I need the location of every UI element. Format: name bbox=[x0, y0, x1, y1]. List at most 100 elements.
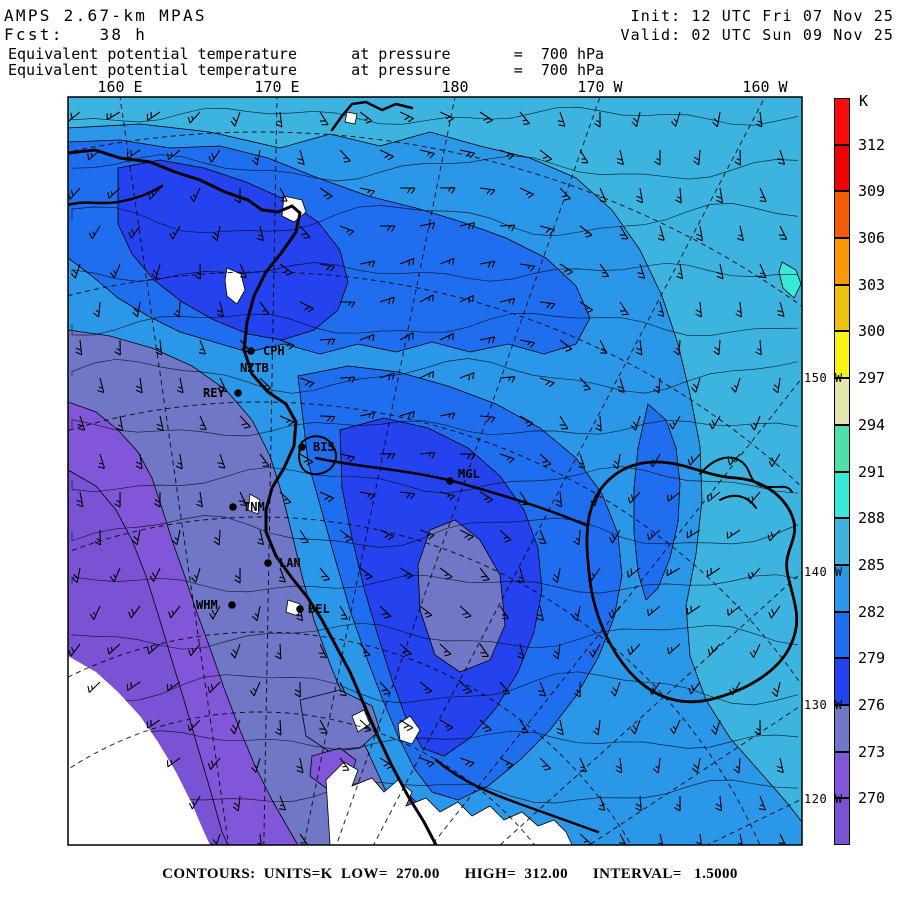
wind-barb-glyph bbox=[146, 719, 161, 729]
wind-barb bbox=[156, 415, 164, 432]
wind-barb-glyph bbox=[399, 719, 414, 732]
wind-barb-glyph bbox=[499, 757, 514, 769]
wind-barb-glyph bbox=[87, 681, 101, 693]
wind-barb bbox=[630, 719, 641, 735]
wind-barb bbox=[755, 111, 763, 128]
wind-barb-glyph bbox=[499, 681, 511, 695]
wind-barb bbox=[359, 111, 373, 124]
wind-barb bbox=[399, 187, 416, 194]
wind-barb bbox=[696, 225, 704, 242]
contour-line bbox=[71, 515, 799, 548]
wind-barb-glyph bbox=[419, 605, 433, 618]
wind-barb bbox=[166, 681, 181, 692]
wind-barb-glyph bbox=[715, 795, 723, 812]
wind-barb-glyph bbox=[768, 453, 781, 467]
graticule-meridian bbox=[499, 571, 802, 845]
colorbar-tick-306: 306 bbox=[858, 229, 886, 248]
colorbar-tick-303: 303 bbox=[858, 275, 886, 294]
wind-barb-glyph bbox=[199, 339, 207, 355]
wind-barb-glyph bbox=[399, 187, 416, 194]
wind-barb-glyph bbox=[419, 294, 434, 303]
wind-barb bbox=[670, 111, 681, 127]
wind-barb bbox=[439, 257, 455, 265]
wind-barb bbox=[319, 719, 328, 734]
wind-barb bbox=[106, 111, 121, 121]
colorbar-tick-288: 288 bbox=[858, 509, 886, 528]
wind-barb-glyph bbox=[359, 643, 371, 657]
wind-barb-glyph bbox=[98, 453, 106, 469]
station-label: CPH bbox=[263, 344, 285, 358]
wind-barb-glyph bbox=[319, 263, 336, 272]
wind-barb-glyph bbox=[319, 111, 329, 126]
wind-barb-glyph bbox=[559, 415, 569, 430]
wind-barb bbox=[716, 263, 724, 280]
wind-barb bbox=[299, 377, 315, 388]
wind-barb bbox=[109, 567, 121, 583]
wind-barb bbox=[459, 149, 476, 159]
wind-barb-glyph bbox=[615, 757, 623, 774]
wind-barb-glyph bbox=[379, 452, 396, 460]
wind-barb-glyph bbox=[627, 491, 641, 504]
wind-barb-glyph bbox=[579, 757, 587, 773]
wind-barb bbox=[196, 491, 203, 508]
graticule-parallel bbox=[68, 711, 536, 845]
wind-barb-glyph bbox=[519, 719, 529, 734]
wind-barb bbox=[755, 339, 762, 356]
wind-barb bbox=[594, 111, 601, 128]
theta-fill-273-276-island bbox=[417, 519, 506, 673]
map-layers: CPH NZTB REY BIS TNM LAN WHM BEL MGL bbox=[68, 97, 802, 845]
wind-barb bbox=[419, 681, 433, 694]
wind-barb-glyph bbox=[735, 301, 742, 318]
station-label: BEL bbox=[308, 602, 330, 616]
wind-barb bbox=[708, 415, 721, 430]
wind-barb bbox=[98, 453, 106, 469]
wind-barb bbox=[579, 301, 593, 314]
wind-barb-glyph bbox=[359, 719, 372, 733]
wind-barb-glyph bbox=[737, 225, 744, 242]
wind-barb-glyph bbox=[627, 567, 641, 578]
station-label: BIS bbox=[313, 440, 335, 454]
contour-lines bbox=[71, 106, 799, 804]
colorbar-cell bbox=[834, 471, 850, 519]
wind-barb-glyph bbox=[171, 529, 181, 546]
wind-barb-glyph bbox=[479, 111, 493, 124]
wind-barb-glyph bbox=[707, 491, 721, 502]
wind-barb bbox=[126, 681, 141, 691]
wind-barb bbox=[339, 225, 355, 236]
wind-barb bbox=[459, 529, 474, 541]
wind-barb-glyph bbox=[249, 681, 261, 697]
wind-barb bbox=[439, 567, 453, 580]
wind-barb-glyph bbox=[318, 643, 327, 659]
wind-barb bbox=[339, 453, 356, 463]
wind-barb bbox=[592, 719, 601, 736]
colorbar-tick-294: 294 bbox=[858, 415, 886, 434]
wind-barb bbox=[538, 681, 547, 697]
wind-barb bbox=[599, 339, 608, 354]
colorbar-cell bbox=[834, 238, 850, 285]
wind-barb bbox=[687, 453, 701, 466]
wind-barb bbox=[75, 339, 83, 356]
colorbar-tick-309: 309 bbox=[858, 182, 886, 201]
wind-barb-glyph bbox=[608, 605, 621, 619]
wind-barb-glyph bbox=[169, 225, 181, 240]
station-dot bbox=[298, 443, 306, 451]
wind-barb bbox=[669, 719, 681, 735]
wind-barb-glyph bbox=[592, 719, 601, 736]
wind-barb bbox=[768, 453, 781, 467]
wind-barb-glyph bbox=[319, 491, 334, 503]
station-dot bbox=[228, 601, 236, 609]
station-dot bbox=[234, 389, 242, 397]
wind-barb-glyph bbox=[687, 453, 701, 466]
wind-barb-glyph bbox=[339, 453, 356, 463]
wind-barb-glyph bbox=[154, 491, 161, 508]
wind-barb bbox=[754, 719, 761, 736]
wind-barb-glyph bbox=[631, 111, 641, 128]
wind-barb-glyph bbox=[419, 451, 436, 459]
wind-barb bbox=[691, 377, 701, 393]
glacier-cluster bbox=[325, 761, 573, 845]
wind-barb-glyph bbox=[557, 111, 566, 127]
wind-barb bbox=[419, 451, 436, 459]
wind-barb bbox=[747, 567, 761, 580]
wind-barb bbox=[499, 149, 515, 160]
